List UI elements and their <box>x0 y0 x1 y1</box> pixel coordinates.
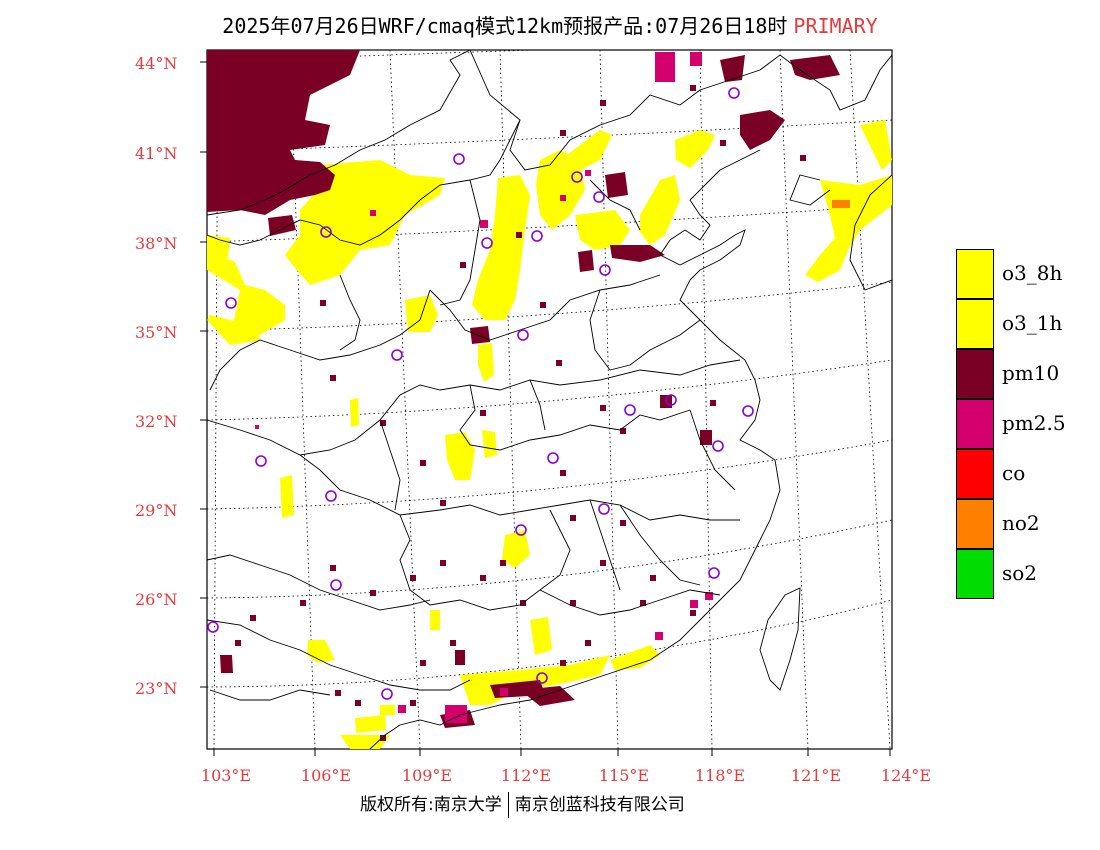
axis-ticks <box>200 61 891 756</box>
lat-label: 26°N <box>135 590 178 609</box>
stations <box>207 87 754 700</box>
legend-swatch <box>956 299 994 349</box>
legend-label: no2 <box>1002 511 1040 535</box>
lat-label: 35°N <box>135 323 178 342</box>
lat-label: 32°N <box>135 412 178 431</box>
legend-label: o3_8h <box>1002 261 1063 285</box>
legend-label: pm2.5 <box>1002 411 1066 435</box>
lon-label: 109°E <box>401 766 453 785</box>
pm25-speckle <box>255 52 713 723</box>
lon-label: 124°E <box>880 766 932 785</box>
lon-label: 115°E <box>598 766 650 785</box>
footer-divider <box>507 792 509 818</box>
legend-swatch <box>956 349 994 399</box>
legend-label: o3_1h <box>1002 311 1063 335</box>
lat-label: 38°N <box>135 234 178 253</box>
lon-label: 112°E <box>500 766 552 785</box>
legend-swatch <box>956 399 994 449</box>
copyright-right: 南京创蓝科技有限公司 <box>514 795 685 815</box>
copyright-left: 版权所有:南京大学 <box>360 795 502 815</box>
lon-label: 106°E <box>300 766 352 785</box>
page-title: 2025年07月26日WRF/cmaq模式12km预报产品:07月26日18时 P… <box>0 10 1100 39</box>
pm10-speckle <box>235 85 806 741</box>
boundaries <box>207 50 892 749</box>
lat-label: 23°N <box>135 679 178 698</box>
legend-swatch <box>956 499 994 549</box>
copyright-footer: 版权所有:南京大学 南京创蓝科技有限公司 <box>360 790 685 818</box>
primary-tag: PRIMARY <box>793 14 878 38</box>
no2-patch <box>832 200 850 208</box>
legend-swatch <box>956 549 994 599</box>
lon-label: 121°E <box>790 766 842 785</box>
lat-label: 41°N <box>135 144 178 163</box>
legend-label: so2 <box>1002 561 1038 585</box>
legend-swatch <box>956 249 994 299</box>
legend-swatch <box>956 449 994 499</box>
lon-label: 103°E <box>200 766 252 785</box>
title-text: 2025年07月26日WRF/cmaq模式12km预报产品:07月26日18时 <box>222 14 788 38</box>
legend-label: co <box>1002 461 1026 485</box>
legend-label: pm10 <box>1002 361 1060 385</box>
lon-label: 118°E <box>694 766 746 785</box>
lat-label: 44°N <box>135 54 178 73</box>
lat-label: 29°N <box>135 501 178 520</box>
